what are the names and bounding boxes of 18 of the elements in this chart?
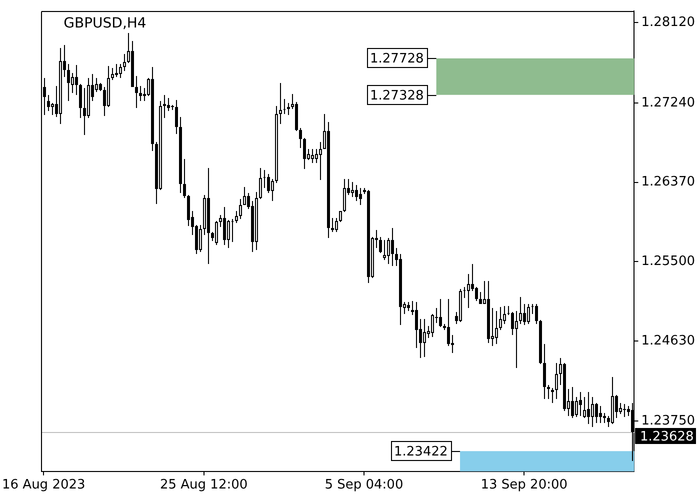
annotation: 1.27728 <box>370 51 424 66</box>
y-tick-label: 1.24630 <box>641 333 696 348</box>
annotation: 1.23422 <box>394 444 448 460</box>
candlestick <box>279 83 282 124</box>
x-tick-label: 5 Sep 04:00 <box>324 478 404 493</box>
y-tick-label: 1.27240 <box>641 95 696 110</box>
ref-line-label: 1.23628 <box>640 429 694 444</box>
x-tick-label: 13 Sep 20:00 <box>480 478 568 493</box>
x-tick-label: 25 Aug 12:00 <box>160 478 248 493</box>
candlestick <box>623 404 626 417</box>
chart-title: GBPUSD,H4 <box>64 15 146 32</box>
y-tick-label: 1.26370 <box>641 174 696 190</box>
annotation: 1.27328 <box>370 88 424 104</box>
x-tick-label: 16 Aug 2023 <box>2 478 86 493</box>
candlestick <box>163 95 166 118</box>
y-tick-label: 1.23750 <box>641 414 696 429</box>
y-tick-label: 1.25500 <box>641 254 696 269</box>
y-tick-label: 1.28120 <box>641 15 696 30</box>
